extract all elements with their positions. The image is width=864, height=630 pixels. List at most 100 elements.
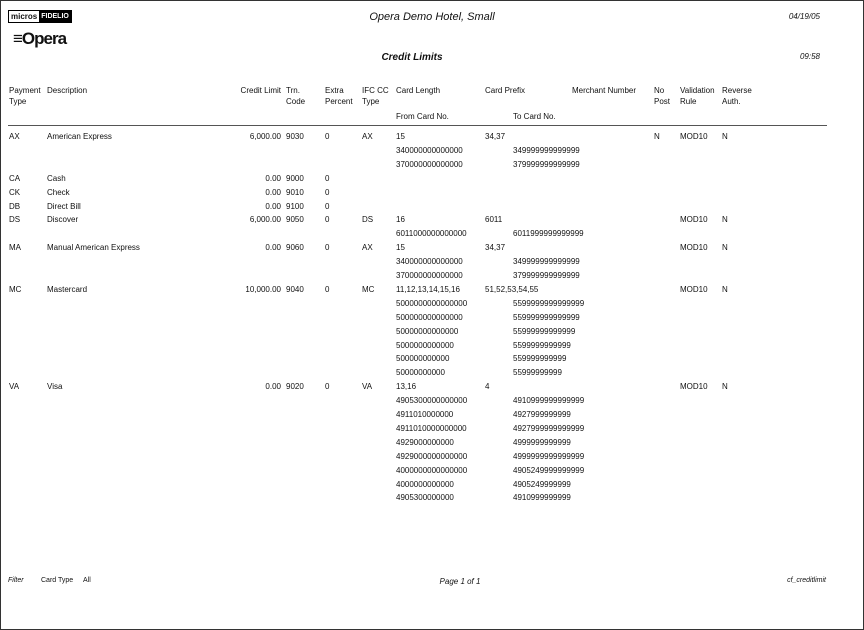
card-range-row: 5000000000000000 5599999999999999 bbox=[0, 297, 864, 311]
cell-credit: 0.00 bbox=[265, 201, 281, 211]
from-card: 4905300000000000 bbox=[396, 396, 468, 406]
col-merchant-number: Merchant Number bbox=[572, 86, 637, 95]
table-row: VA Visa 0.00 9020 0 VA 13,16 4 MOD10 N bbox=[0, 380, 864, 394]
col-reverse-auth: Reverse Auth. bbox=[722, 86, 752, 106]
card-range-row: 370000000000000 379999999999999 bbox=[0, 269, 864, 283]
to-card: 4910999999999999 bbox=[513, 396, 585, 406]
to-card: 4905249999999999 bbox=[513, 465, 585, 475]
col-from-card: From Card No. bbox=[396, 112, 449, 121]
from-card: 4905300000000 bbox=[396, 493, 454, 503]
col-description: Description bbox=[47, 86, 88, 95]
cell-trn: 9010 bbox=[286, 187, 304, 197]
card-range-row: 4000000000000 4905249999999 bbox=[0, 478, 864, 492]
cell-credit: 6,000.00 bbox=[249, 132, 281, 141]
cell-reverse: N bbox=[722, 382, 728, 392]
col-credit-limit: Credit Limit bbox=[240, 86, 281, 95]
cell-trn: 9050 bbox=[286, 215, 304, 225]
table-row: MC Mastercard 10,000.00 9040 0 MC 11,12,13,14,… bbox=[0, 283, 864, 297]
cell-reverse: N bbox=[722, 132, 728, 141]
cell-type: CK bbox=[9, 187, 21, 197]
to-card: 4999999999999999 bbox=[513, 451, 585, 461]
filter-label: Filter bbox=[8, 577, 24, 584]
cell-prefix: 34,37 bbox=[485, 243, 506, 253]
cell-length: 11,12,13,14,15,16 bbox=[396, 284, 460, 294]
from-card: 4929000000000000 bbox=[396, 451, 468, 461]
card-range-row: 4911010000000000 4927999999999999 bbox=[0, 422, 864, 436]
col-card-length: Card Length bbox=[396, 86, 441, 95]
card-range-row: 500000000000 559999999999 bbox=[0, 352, 864, 366]
cell-trn: 9040 bbox=[286, 284, 304, 294]
cell-reverse: N bbox=[722, 215, 728, 225]
to-card: 559999999999 bbox=[513, 354, 567, 364]
card-range-row: 370000000000000 379999999999999 bbox=[0, 158, 864, 172]
cell-trn: 9030 bbox=[286, 132, 304, 141]
card-range-row: 4000000000000000 4905249999999999 bbox=[0, 464, 864, 478]
to-card: 5599999999999 bbox=[513, 340, 571, 350]
table-row: AX American Express 6,000.00 9030 0 AX 15 34,37… bbox=[0, 130, 864, 144]
header-divider bbox=[8, 125, 827, 126]
card-range-row: 4929000000000 4999999999999 bbox=[0, 436, 864, 450]
from-card: 4911010000000 bbox=[396, 410, 454, 419]
card-range-row: 4911010000000 4927999999999 bbox=[0, 408, 864, 422]
table-row: DB Direct Bill 0.00 9100 0 bbox=[0, 200, 864, 214]
card-range-row: 6011000000000000 6011999999999999 bbox=[0, 227, 864, 241]
cell-extra: 0 bbox=[325, 243, 330, 253]
col-no-post: No Post bbox=[654, 86, 671, 106]
micros-fidelio-logo: micros FIDELIO bbox=[8, 10, 72, 23]
from-card: 370000000000000 bbox=[396, 159, 463, 169]
col-trn-code: Trn. Code bbox=[286, 86, 306, 106]
cell-reverse: N bbox=[722, 284, 728, 294]
cell-length: 16 bbox=[396, 215, 405, 225]
cell-type: MC bbox=[9, 284, 22, 294]
col-extra-percent: Extra Percent bbox=[325, 86, 353, 106]
cell-credit: 6,000.00 bbox=[249, 215, 281, 225]
cell-desc: Manual American Express bbox=[47, 243, 140, 253]
report-date: 04/19/05 bbox=[788, 12, 820, 21]
cell-type: VA bbox=[9, 382, 20, 392]
cell-length: 15 bbox=[396, 243, 405, 253]
to-card: 55999999999 bbox=[513, 368, 562, 378]
col-payment-type: Payment Type bbox=[9, 86, 41, 106]
logo-micros: micros bbox=[11, 12, 38, 21]
cell-type: AX bbox=[9, 132, 20, 141]
cell-trn: 9020 bbox=[286, 382, 304, 392]
card-type-value: All bbox=[83, 577, 91, 584]
from-card: 340000000000000 bbox=[396, 145, 463, 155]
to-card: 379999999999999 bbox=[513, 271, 580, 280]
to-card: 349999999999999 bbox=[513, 145, 580, 155]
from-card: 4000000000000 bbox=[396, 479, 454, 489]
card-range-row: 340000000000000 349999999999999 bbox=[0, 144, 864, 158]
cell-desc: Mastercard bbox=[47, 284, 88, 294]
cell-rule: MOD10 bbox=[680, 284, 708, 294]
from-card: 500000000000000 bbox=[396, 312, 463, 322]
cell-extra: 0 bbox=[325, 132, 330, 141]
cell-ifc: AX bbox=[362, 132, 373, 141]
cell-length: 15 bbox=[396, 132, 405, 141]
to-card: 349999999999999 bbox=[513, 257, 580, 267]
card-range-row: 4905300000000 4910999999999 bbox=[0, 491, 864, 505]
cell-extra: 0 bbox=[325, 201, 330, 211]
from-card: 5000000000000 bbox=[396, 340, 454, 350]
cell-desc: Direct Bill bbox=[47, 201, 81, 211]
report-name: cf_creditlimit bbox=[787, 577, 826, 584]
report-title: Credit Limits bbox=[381, 52, 443, 63]
from-card: 370000000000000 bbox=[396, 271, 463, 280]
cell-rule: MOD10 bbox=[680, 382, 708, 392]
cell-prefix: 6011 bbox=[485, 215, 503, 225]
table-row: CA Cash 0.00 9000 0 bbox=[0, 172, 864, 186]
from-card: 50000000000 bbox=[396, 368, 445, 378]
to-card: 379999999999999 bbox=[513, 159, 580, 169]
cell-extra: 0 bbox=[325, 173, 330, 183]
to-card: 4910999999999 bbox=[513, 493, 571, 503]
cell-extra: 0 bbox=[325, 187, 330, 197]
cell-desc: Discover bbox=[47, 215, 79, 225]
cell-credit: 0.00 bbox=[265, 187, 281, 197]
from-card: 4929000000000 bbox=[396, 437, 454, 447]
cell-ifc: DS bbox=[362, 215, 374, 225]
hotel-name: Opera Demo Hotel, Small bbox=[369, 11, 495, 23]
cell-rule: MOD10 bbox=[680, 243, 708, 253]
cell-credit: 10,000.00 bbox=[245, 284, 281, 294]
to-card: 5599999999999999 bbox=[513, 298, 585, 308]
from-card: 4911010000000000 bbox=[396, 423, 467, 433]
table-row: MA Manual American Express 0.00 9060 0 AX 15 34… bbox=[0, 241, 864, 255]
